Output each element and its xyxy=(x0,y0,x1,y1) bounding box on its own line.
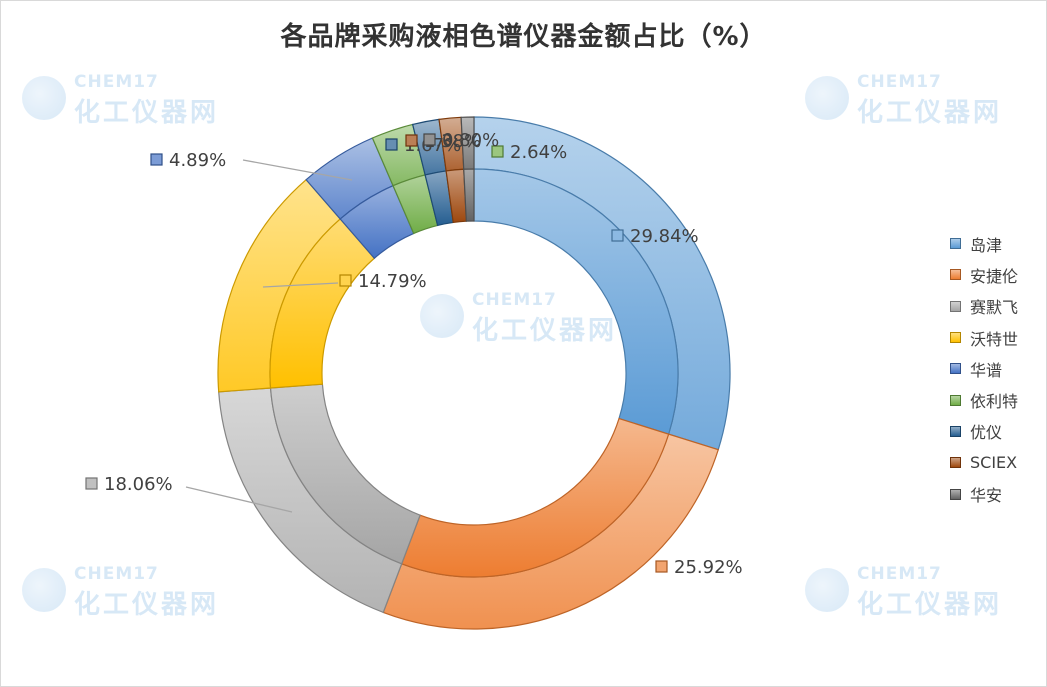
legend-item: 安捷伦 xyxy=(950,259,1018,290)
legend-item: 岛津 xyxy=(950,228,1018,259)
legend-swatch xyxy=(950,238,961,250)
legend-swatch xyxy=(950,269,961,281)
watermark: CHEM17 化工仪器网 xyxy=(22,560,252,620)
chart-legend: 岛津安捷伦赛默飞沃特世华谱依利特优仪 SCIEX 华安 xyxy=(950,228,1018,510)
legend-swatch xyxy=(950,363,961,375)
legend-item: 沃特世 xyxy=(950,322,1018,353)
data-label: 1.38% xyxy=(424,131,481,152)
watermark-bottom: 化工仪器网 xyxy=(74,98,220,128)
watermark-bottom: 化工仪器网 xyxy=(857,590,1003,620)
watermark: CHEM17 化工仪器网 xyxy=(420,286,650,346)
legend-label: 华谱 xyxy=(970,360,1003,380)
data-label: 29.84% xyxy=(630,226,699,247)
legend-label: 赛默飞 xyxy=(970,298,1019,318)
legend-item: 依利特 xyxy=(950,384,1018,415)
data-label: 14.79% xyxy=(358,271,427,292)
legend-label: 优仪 xyxy=(970,423,1003,443)
data-label: 0.80% xyxy=(442,130,499,151)
legend-item: 优仪 xyxy=(950,416,1018,447)
watermark-top: CHEM17 xyxy=(857,564,942,584)
legend-swatch xyxy=(950,332,961,344)
watermark-top: CHEM17 xyxy=(472,290,557,310)
legend-swatch xyxy=(950,488,961,500)
legend-swatch xyxy=(950,425,961,437)
watermark-logo-icon xyxy=(805,568,849,612)
data-label-swatch xyxy=(611,229,624,242)
watermark: CHEM17 化工仪器网 xyxy=(805,560,1035,620)
legend-item: SCIEX xyxy=(950,447,1018,478)
leader-line xyxy=(242,159,353,181)
data-label-swatch xyxy=(339,274,352,287)
legend-swatch xyxy=(950,394,961,406)
watermark-bottom: 化工仪器网 xyxy=(472,316,618,346)
legend-item: 赛默飞 xyxy=(950,291,1018,322)
legend-label: 依利特 xyxy=(970,392,1019,412)
watermark-top: CHEM17 xyxy=(74,564,159,584)
legend-label: 岛津 xyxy=(970,235,1003,255)
watermark-logo-icon xyxy=(805,76,849,120)
watermark-top: CHEM17 xyxy=(857,72,942,92)
legend-label: SCIEX xyxy=(970,453,1018,473)
data-label-swatch xyxy=(405,134,418,147)
legend-label: 华安 xyxy=(970,486,1003,506)
data-label: 18.06% xyxy=(104,474,173,495)
legend-label: 安捷伦 xyxy=(970,266,1019,286)
leader-line xyxy=(185,486,293,513)
legend-swatch xyxy=(950,300,961,312)
legend-label: 沃特世 xyxy=(970,329,1019,349)
data-label-swatch xyxy=(150,153,163,166)
watermark-logo-icon xyxy=(22,568,66,612)
watermark-bottom: 化工仪器网 xyxy=(74,590,220,620)
watermark-logo-icon xyxy=(420,294,464,338)
data-label-swatch xyxy=(655,560,668,573)
data-label-swatch xyxy=(491,145,504,158)
legend-item: 华安 xyxy=(950,478,1018,509)
watermark-top: CHEM17 xyxy=(74,72,159,92)
ring-inner-slice xyxy=(473,168,679,435)
watermark-logo-icon xyxy=(22,76,66,120)
ring-inner-slice xyxy=(463,168,475,222)
watermark-bottom: 化工仪器网 xyxy=(857,98,1003,128)
watermark: CHEM17 化工仪器网 xyxy=(22,68,252,128)
legend-swatch xyxy=(950,457,961,469)
data-label-swatch xyxy=(423,133,436,146)
watermark: CHEM17 化工仪器网 xyxy=(805,68,1035,128)
data-label: 2.64% xyxy=(510,142,567,163)
data-label-swatch xyxy=(385,138,398,151)
legend-item: 华谱 xyxy=(950,353,1018,384)
data-label-swatch xyxy=(85,477,98,490)
data-label: 4.89% xyxy=(169,150,226,171)
leader-line xyxy=(262,282,339,288)
chart-title: 各品牌采购液相色谱仪器金额占比（%） xyxy=(280,22,767,52)
data-label: 25.92% xyxy=(674,557,743,578)
